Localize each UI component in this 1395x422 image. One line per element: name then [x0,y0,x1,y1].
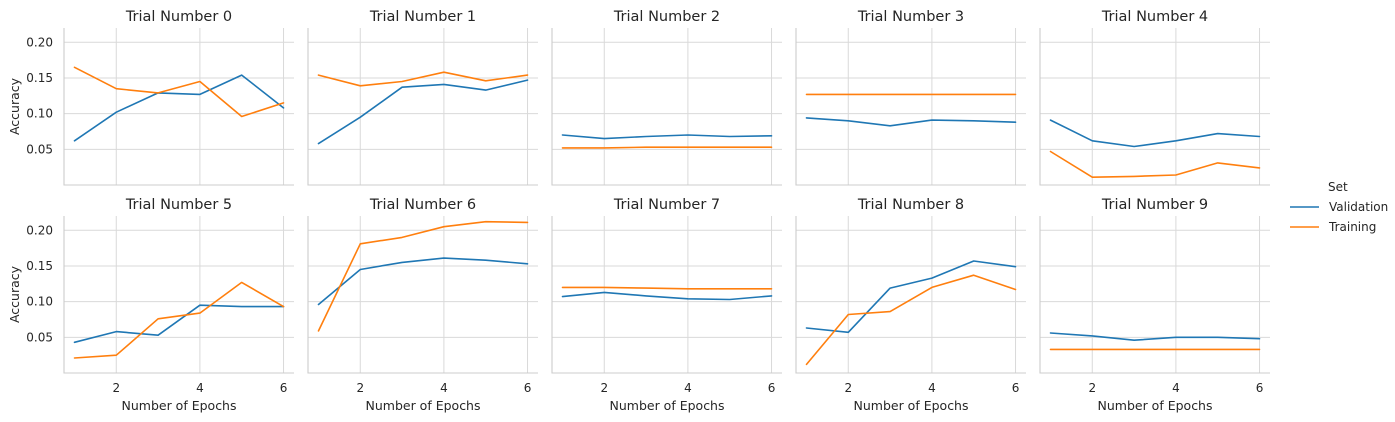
x-tick-label: 6 [1012,381,1020,395]
facet-title: Trial Number 2 [613,9,720,25]
series-line-training [73,281,285,359]
facet-panel-3: Trial Number 3 [795,9,1026,186]
x-tick-label: 4 [440,381,448,395]
y-axis-label: Accuracy [7,265,22,323]
y-tick-label: 0.05 [26,330,53,344]
x-tick-label: 6 [1256,381,1264,395]
series-line-training [561,146,773,149]
x-tick-label: 4 [928,381,936,395]
series-line-training [561,286,773,290]
x-tick-label: 4 [1172,381,1180,395]
y-tick-label: 0.15 [26,259,53,273]
series-line-training [1049,150,1261,178]
facet-panel-0: Trial Number 0 0.05 0.10 0.15 0.20 Accuracy [7,9,294,186]
series-line-training [73,66,285,118]
series-line-validation [317,257,529,306]
facet-panel-2: Trial Number 2 [551,9,782,186]
x-tick-label: 2 [356,381,364,395]
facet-title: Trial Number 8 [857,197,964,213]
facet-title: Trial Number 0 [125,9,232,25]
x-tick-label: 2 [1088,381,1096,395]
x-tick-label: 4 [684,381,692,395]
y-tick-label: 0.15 [26,71,53,85]
facet-panel-5: Trial Number 5 0.05 0.10 0.15 0.20 Accuracy 2 4… [7,197,294,413]
series-line-validation [73,74,285,142]
x-tick-label: 6 [768,381,776,395]
x-tick-label: 2 [112,381,120,395]
series-line-validation [1049,119,1261,148]
legend-title: Set [1328,180,1348,194]
series-line-training [805,274,1017,366]
x-axis-label: Number of Epochs [122,398,237,413]
facet-title: Trial Number 4 [1101,9,1208,25]
y-tick-label: 0.20 [26,223,53,237]
facet-title: Trial Number 1 [369,9,476,25]
facet-title: Trial Number 7 [613,197,720,213]
x-axis-label: Number of Epochs [610,398,725,413]
facet-title: Trial Number 9 [1101,197,1208,213]
facet-title: Trial Number 5 [125,197,232,213]
y-tick-label: 0.10 [26,295,53,309]
y-tick-label: 0.05 [26,142,53,156]
x-tick-label: 2 [844,381,852,395]
x-axis-label: Number of Epochs [1098,398,1213,413]
series-line-training [317,220,529,332]
facet-title: Trial Number 3 [857,9,964,25]
x-tick-label: 2 [600,381,608,395]
series-line-validation [73,304,285,344]
y-tick-label: 0.20 [26,35,53,49]
legend: Set Validation Training [1290,180,1388,234]
facet-panel-8: Trial Number 8 2 4 6 Number of Epochs [795,197,1026,413]
facet-panel-1: Trial Number 1 [307,9,538,186]
x-tick-label: 6 [280,381,288,395]
facet-panels: Trial Number 00.050.100.150.20AccuracyTr… [7,9,1270,413]
series-line-validation [561,291,773,301]
x-axis-label: Number of Epochs [366,398,481,413]
y-tick-label: 0.10 [26,107,53,121]
series-line-validation [561,134,773,140]
facet-title: Trial Number 6 [369,197,476,213]
x-axis-label: Number of Epochs [854,398,969,413]
series-line-validation [1049,332,1261,342]
series-line-training [317,71,529,87]
series-line-validation [805,260,1017,334]
y-axis-label: Accuracy [7,77,22,135]
series-line-validation [805,117,1017,127]
facet-panel-9: Trial Number 9 2 4 6 Number of Epochs [1039,197,1270,413]
x-tick-label: 4 [196,381,204,395]
facet-panel-6: Trial Number 6 2 4 6 Number of Epochs [307,197,538,413]
facet-panel-7: Trial Number 7 2 4 6 Number of Epochs [551,197,782,413]
facet-panel-4: Trial Number 4 [1039,9,1270,186]
x-tick-label: 6 [524,381,532,395]
series-line-validation [317,79,529,145]
legend-label-training: Training [1328,220,1376,234]
legend-label-validation: Validation [1329,200,1388,214]
